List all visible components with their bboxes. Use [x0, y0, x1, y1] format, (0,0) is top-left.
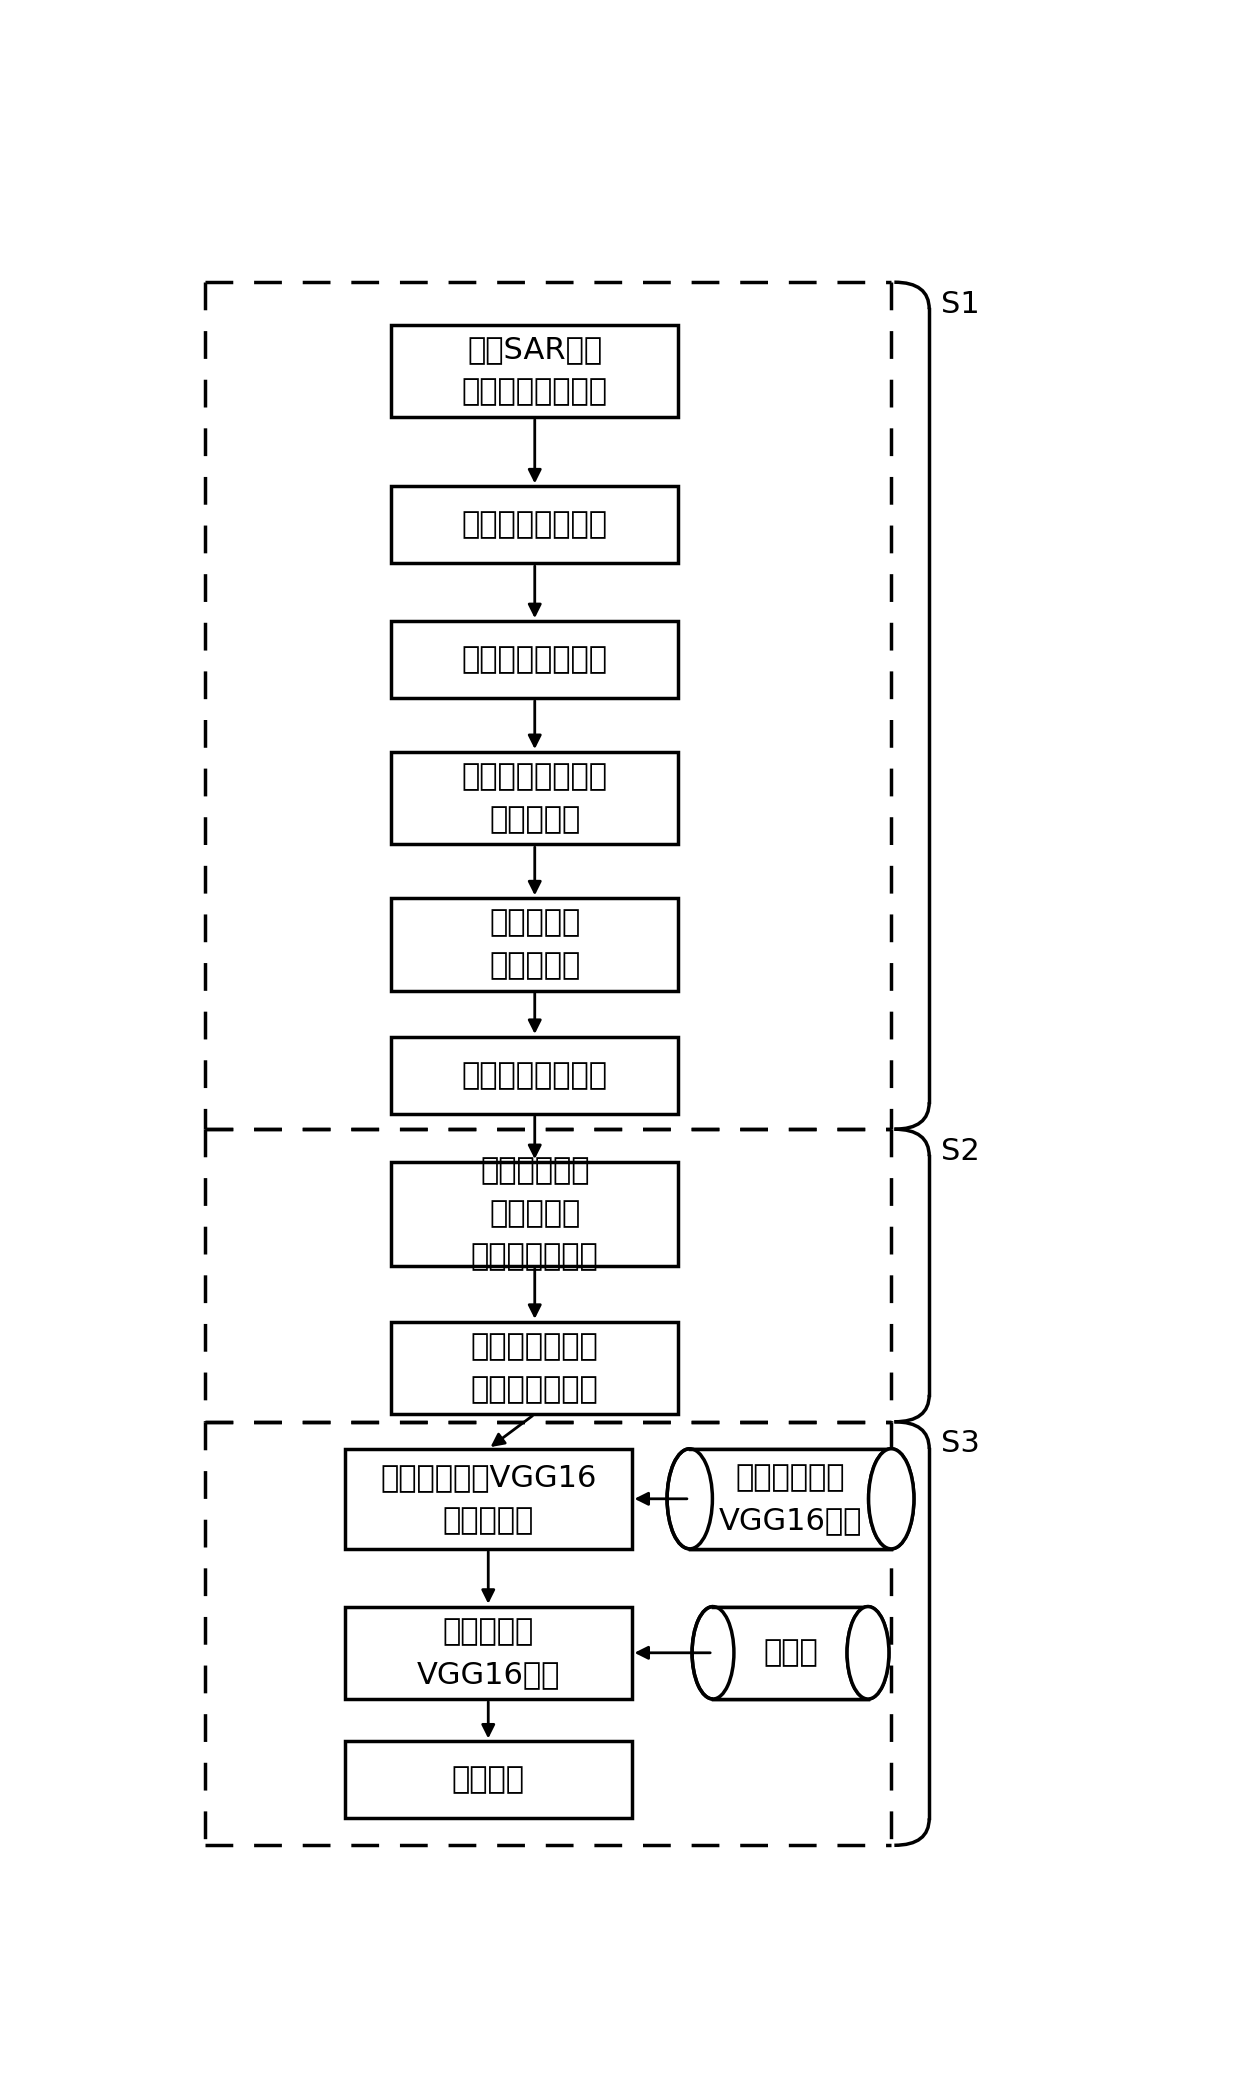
- Bar: [392, 1163, 678, 1265]
- Text: S2: S2: [941, 1138, 980, 1167]
- Text: S1: S1: [941, 289, 980, 318]
- Text: 输入干扰信号参数: 输入干扰信号参数: [461, 645, 608, 675]
- Text: 标记干扰信号类型: 标记干扰信号类型: [461, 1060, 608, 1089]
- Ellipse shape: [868, 1450, 914, 1548]
- Text: 测试集: 测试集: [763, 1638, 818, 1668]
- Bar: [392, 486, 678, 564]
- Bar: [689, 1450, 892, 1548]
- Text: 得到受干扰
的回波信号: 得到受干扰 的回波信号: [489, 909, 580, 980]
- Ellipse shape: [868, 1450, 914, 1548]
- Ellipse shape: [667, 1450, 713, 1548]
- Bar: [345, 1607, 631, 1699]
- Text: 输入目标信号参数: 输入目标信号参数: [461, 511, 608, 538]
- Bar: [345, 1741, 631, 1818]
- Text: 按比例随机分为
训练集和测试集: 按比例随机分为 训练集和测试集: [471, 1332, 599, 1404]
- Bar: [392, 752, 678, 844]
- Text: S3: S3: [941, 1429, 980, 1458]
- Text: 回波信号进行
傅里叶变换
得到其频域形式: 回波信号进行 傅里叶变换 得到其频域形式: [471, 1156, 599, 1272]
- Text: 分类结果: 分类结果: [451, 1766, 525, 1793]
- Text: 完成初始化的
VGG16网络: 完成初始化的 VGG16网络: [719, 1462, 862, 1536]
- Ellipse shape: [692, 1607, 734, 1699]
- Bar: [345, 1450, 631, 1548]
- Bar: [392, 899, 678, 991]
- Bar: [392, 1037, 678, 1115]
- Bar: [392, 325, 678, 417]
- Text: 计算得到目标信号
和干扰信号: 计算得到目标信号 和干扰信号: [461, 763, 608, 834]
- Bar: [392, 1322, 678, 1414]
- Bar: [392, 620, 678, 698]
- Text: 输入SAR系统
发射信号基本参数: 输入SAR系统 发射信号基本参数: [461, 335, 608, 406]
- Bar: [713, 1607, 868, 1699]
- Ellipse shape: [847, 1607, 889, 1699]
- Text: 训练完成的
VGG16网络: 训练完成的 VGG16网络: [417, 1617, 560, 1689]
- Ellipse shape: [847, 1607, 889, 1699]
- Text: 将训练集放入VGG16
网络中训练: 将训练集放入VGG16 网络中训练: [381, 1462, 596, 1536]
